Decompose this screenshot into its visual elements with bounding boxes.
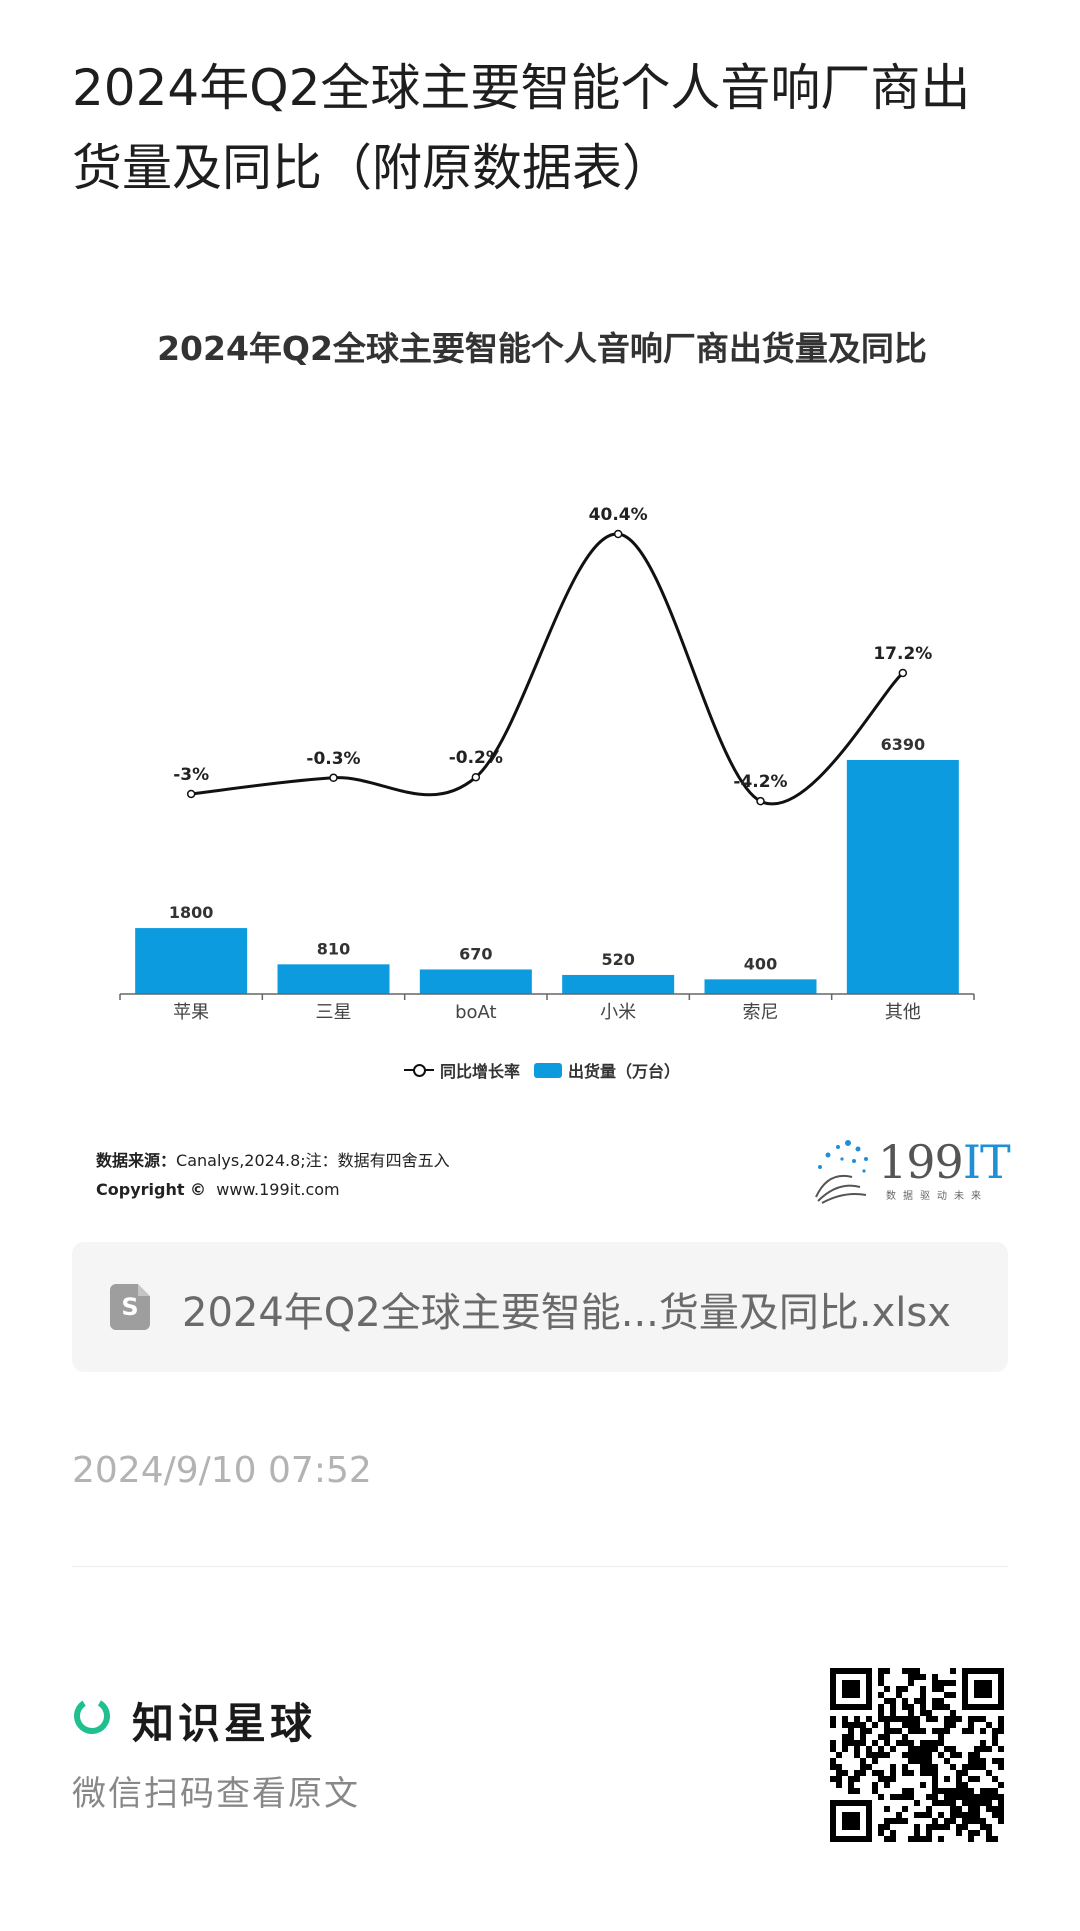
spreadsheet-file-icon: S	[110, 1284, 150, 1330]
brand-tagline: 数据驱动未来	[886, 1191, 988, 1202]
bar-4	[704, 979, 817, 994]
source-text: Canalys,2024.8;注：数据有四舍五入	[176, 1151, 450, 1170]
chart-title: 2024年Q2全球主要智能个人音响厂商出货量及同比	[157, 329, 927, 368]
bar-value-label: 520	[601, 950, 634, 969]
growth-line	[190, 532, 904, 806]
bar-value-label: 670	[459, 944, 492, 963]
x-tick-label: 其他	[885, 1002, 921, 1023]
growth-point-5	[898, 668, 908, 678]
app-name: 知识星球	[132, 1699, 317, 1748]
x-tick-label: boAt	[455, 1002, 497, 1023]
page-title: 2024年Q2全球主要智能个人音响厂商出货量及同比（附原数据表）	[72, 59, 971, 197]
growth-value-label: -4.2%	[733, 772, 787, 792]
x-tick-label: 三星	[316, 1002, 352, 1023]
legend-line-icon	[403, 1063, 434, 1077]
growth-value-label: -0.2%	[449, 748, 503, 768]
chart-svg: 1800 810 670 520 400 6390 苹果 三星 boAt 小米 索尼 其他 -3% -0.…	[119, 505, 975, 1023]
bar-value-label: 6390	[881, 735, 926, 754]
bar-0	[135, 928, 248, 994]
growth-value-label: -0.3%	[306, 749, 360, 769]
growth-point-1	[329, 773, 338, 783]
growth-point-3	[613, 529, 623, 539]
data-source: 数据来源：Canalys,2024.8;注：数据有四舍五入 Copyright …	[96, 1146, 450, 1204]
growth-point-0	[186, 789, 196, 799]
chart-legend: 同比增长率 出货量（万台）	[72, 1058, 1012, 1082]
x-tick-label: 小米	[600, 1002, 636, 1023]
growth-point-4	[756, 796, 765, 806]
bar-value-label: 810	[317, 939, 350, 958]
growth-value-label: 17.2%	[873, 644, 932, 664]
bar-2	[419, 969, 532, 994]
growth-value-label: -3%	[173, 765, 209, 785]
attachment-file-name[interactable]: 2024年Q2全球主要智能...货量及同比.xlsx	[182, 1290, 951, 1336]
dandelion-icon	[815, 1140, 868, 1204]
bar-5	[846, 760, 959, 994]
bar-value-label: 1800	[169, 903, 214, 922]
chart-image: 2024年Q2全球主要智能个人音响厂商出货量及同比 1800 810 670 520 4…	[72, 300, 1012, 1100]
x-tick-label: 苹果	[173, 1002, 209, 1023]
post-timestamp: 2024/9/10 07:52	[72, 1450, 372, 1491]
source-label: 数据来源：	[96, 1151, 177, 1170]
copyright-label: Copyright ©	[96, 1180, 207, 1199]
divider	[72, 1566, 1008, 1567]
bar-1	[277, 964, 390, 994]
growth-value-label: 40.4%	[589, 505, 648, 525]
brand-wordmark: 199IT	[878, 1135, 1011, 1189]
scan-hint: 微信扫码查看原文	[72, 1774, 360, 1814]
bar-3	[562, 974, 675, 994]
zsxq-ring-icon	[74, 1698, 110, 1734]
copyright-url: www.199it.com	[216, 1180, 340, 1199]
x-tick-label: 索尼	[743, 1002, 779, 1023]
attachment-card[interactable]: S 2024年Q2全球主要智能...货量及同比.xlsx	[72, 1242, 1008, 1372]
legend-bar-label: 出货量（万台）	[568, 1062, 681, 1081]
legend-bar-icon	[534, 1062, 562, 1078]
bar-value-label: 400	[744, 954, 777, 973]
growth-point-2	[471, 772, 481, 782]
brand-logo-199it: 199IT 数据驱动未来	[808, 1135, 1011, 1205]
qr-code-icon[interactable]	[830, 1668, 1004, 1842]
legend-line-label: 同比增长率	[439, 1062, 520, 1081]
